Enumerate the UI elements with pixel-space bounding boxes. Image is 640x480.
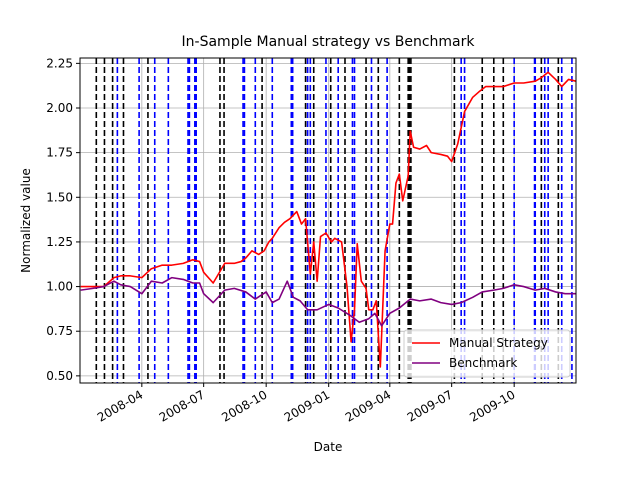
series-lines <box>80 71 577 368</box>
x-axis-label: Date <box>314 440 343 454</box>
plot-area <box>79 57 577 384</box>
y-tick-label: 1.00 <box>46 280 73 294</box>
legend: Manual Strategy Benchmark <box>403 329 571 378</box>
signal-lines <box>95 58 573 383</box>
y-tick-label: 2.25 <box>46 56 73 70</box>
y-tick-label: 1.75 <box>46 146 73 160</box>
chart-title: In-Sample Manual strategy vs Benchmark <box>182 34 476 50</box>
y-tick-label: 1.50 <box>46 190 73 204</box>
legend-label: Benchmark <box>449 356 517 370</box>
legend-label: Manual Strategy <box>449 336 548 350</box>
plot-frame <box>79 57 577 384</box>
y-tick-label: 2.00 <box>46 101 73 115</box>
series-line-manual-strategy <box>80 71 577 368</box>
y-tick-label: 1.25 <box>46 235 73 249</box>
series-line-benchmark <box>80 276 576 327</box>
y-axis: 0.50 0.75 1.00 1.25 1.50 1.75 2.00 2.25 <box>46 56 80 383</box>
legend-box <box>403 329 571 378</box>
y-axis-label: Normalized value <box>19 168 33 273</box>
y-tick-label: 0.75 <box>46 324 73 338</box>
y-tick-label: 0.50 <box>46 369 73 383</box>
